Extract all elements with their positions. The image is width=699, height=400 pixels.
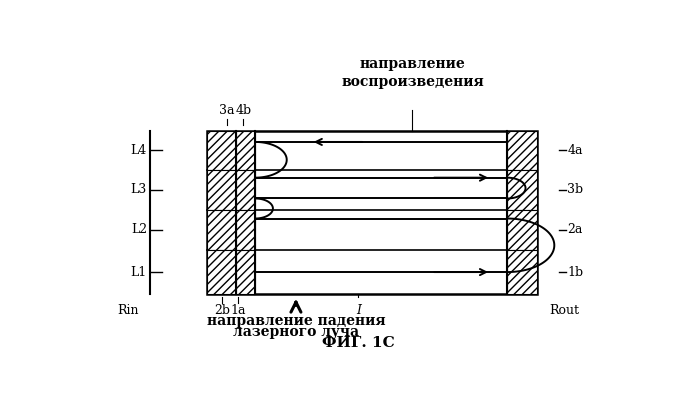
Text: L3: L3 <box>131 183 147 196</box>
Text: Rout: Rout <box>549 304 579 317</box>
Text: 1a: 1a <box>230 304 246 317</box>
Bar <box>207 170 236 210</box>
Text: Rin: Rin <box>117 304 139 317</box>
Bar <box>236 210 255 250</box>
Text: 3a: 3a <box>219 104 235 117</box>
Text: I: I <box>356 304 361 317</box>
Bar <box>207 131 236 170</box>
Bar <box>236 170 255 210</box>
Text: 2b: 2b <box>214 304 230 317</box>
Text: 2a: 2a <box>568 223 583 236</box>
Text: ФИГ. 1C: ФИГ. 1C <box>322 336 395 350</box>
Bar <box>507 210 537 250</box>
Bar <box>236 250 255 294</box>
Bar <box>507 170 537 210</box>
Text: L4: L4 <box>131 144 147 157</box>
Text: направление
воспроизведения: направление воспроизведения <box>341 57 484 88</box>
Text: 1b: 1b <box>568 266 584 278</box>
Bar <box>507 131 537 170</box>
Bar <box>207 250 236 294</box>
Text: 3b: 3b <box>568 183 584 196</box>
Bar <box>207 131 537 294</box>
Bar <box>207 210 236 250</box>
Text: L2: L2 <box>131 223 147 236</box>
Text: лазерного луча: лазерного луча <box>233 325 359 339</box>
Text: 4b: 4b <box>236 104 252 117</box>
Bar <box>236 131 255 170</box>
Text: L1: L1 <box>131 266 147 278</box>
Text: 4a: 4a <box>568 144 583 157</box>
Text: направление падения: направление падения <box>207 314 385 328</box>
Bar <box>507 250 537 294</box>
